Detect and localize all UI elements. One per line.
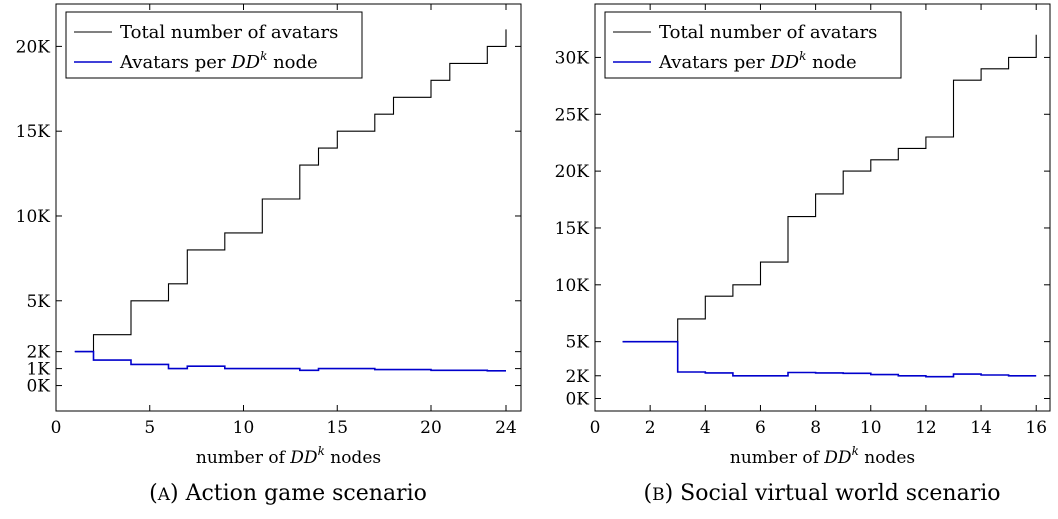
x-axis-label-sup: k [852, 444, 859, 458]
x-axis-label-sup: k [318, 444, 325, 458]
caption-paren-close: ) [665, 481, 681, 506]
x-tick-label: 15 [326, 418, 348, 438]
y-tick-label: 25K [555, 105, 590, 125]
caption-tag: A [157, 485, 171, 505]
caption-tag: B [652, 485, 665, 505]
legend-label-pre: Avatars per [119, 52, 231, 73]
legend-label-sup: k [799, 49, 806, 63]
subfigure-caption: (B) Social virtual world scenario [643, 481, 1000, 506]
legend: Total number of avatars Avatars per DDk n… [604, 11, 902, 79]
x-tick-label: 5 [144, 418, 155, 438]
x-tick-label: 16 [1025, 418, 1047, 438]
y-tick-label: 0K [26, 377, 50, 397]
series-avatars-per-node [74, 350, 506, 372]
legend-label-pre: Avatars per [658, 52, 770, 73]
legend-label-dd: DD [769, 52, 799, 73]
x-tick-label: 4 [700, 418, 711, 438]
legend-label-per-node: Avatars per DDk node [119, 49, 318, 73]
y-tick-label: 10K [16, 207, 51, 227]
y-tick-label: 2K [26, 343, 50, 363]
legend-label-total: Total number of avatars [120, 22, 338, 43]
x-tick-label: 10 [860, 418, 882, 438]
y-tick-label: 1K [26, 360, 50, 380]
x-axis-label: number of DDk nodes [196, 444, 381, 468]
caption-paren-open: ( [149, 481, 158, 506]
subfigure-caption: (A) Action game scenario [149, 481, 427, 506]
x-axis-label-pre: number of [196, 448, 290, 468]
y-tick-label: 15K [16, 122, 51, 142]
caption-text: Social virtual world scenario [680, 481, 1000, 506]
x-axis-label-dd: DD [823, 448, 852, 468]
y-tick-label: 10K [555, 276, 590, 296]
plot-frame [55, 3, 522, 412]
series-avatars-per-node [622, 340, 1037, 378]
y-tick-label: 0K [565, 389, 589, 409]
x-tick-label: 6 [755, 418, 766, 438]
legend-label-post: node [806, 52, 856, 73]
caption-text: Action game scenario [185, 481, 427, 506]
x-tick-label: 10 [233, 418, 255, 438]
legend-label-sup: k [260, 49, 267, 63]
x-axis-label-post: nodes [325, 448, 381, 468]
x-tick-label: 12 [915, 418, 937, 438]
y-tick-label: 20K [16, 37, 51, 57]
legend-box [604, 11, 902, 79]
x-tick-label: 20 [420, 418, 442, 438]
x-axis-label-post: nodes [859, 448, 915, 468]
y-tick-label: 5K [26, 292, 50, 312]
series-total-avatars [622, 34, 1037, 343]
x-tick-label: 14 [970, 418, 992, 438]
x-axis-label-dd: DD [289, 448, 318, 468]
x-tick-label: 0 [590, 418, 601, 438]
legend-label-post: node [267, 52, 317, 73]
x-axis-label-pre: number of [730, 448, 824, 468]
x-tick-label: 2 [645, 418, 656, 438]
legend-label-total: Total number of avatars [659, 22, 877, 43]
x-tick-label: 0 [51, 418, 62, 438]
caption-paren-open: ( [643, 481, 652, 506]
plot-frame [594, 3, 1051, 412]
x-tick-label: 24 [495, 418, 517, 438]
series-total-avatars [74, 29, 507, 353]
y-tick-label: 20K [555, 162, 590, 182]
caption-paren-close: ) [170, 481, 186, 506]
x-tick-label: 8 [810, 418, 821, 438]
legend-label-per-node: Avatars per DDk node [658, 49, 857, 73]
y-tick-label: 30K [555, 48, 590, 68]
legend: Total number of avatars Avatars per DDk n… [65, 11, 363, 79]
y-tick-label: 2K [565, 367, 589, 387]
legend-box [65, 11, 363, 79]
y-tick-label: 5K [565, 333, 589, 353]
y-tick-label: 15K [555, 219, 590, 239]
x-axis-label: number of DDk nodes [730, 444, 915, 468]
legend-label-dd: DD [230, 52, 260, 73]
